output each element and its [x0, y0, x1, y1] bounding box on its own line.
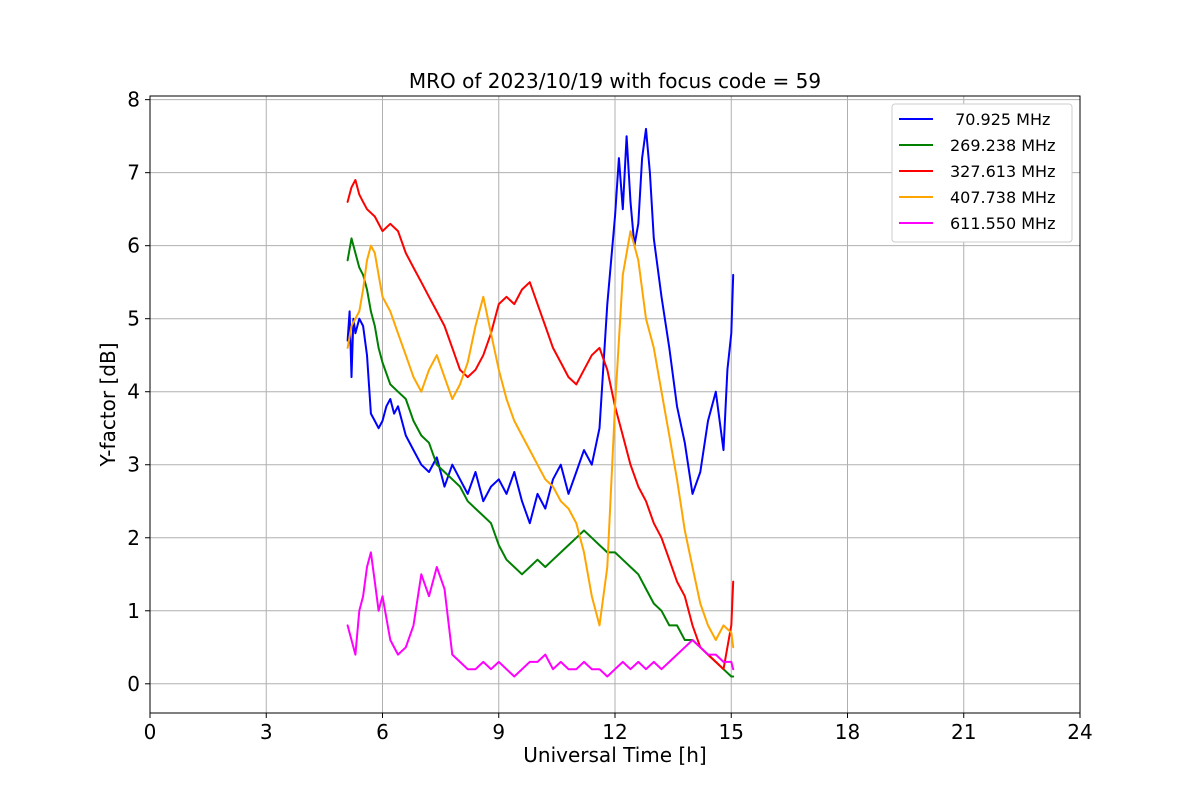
- x-tick-label: 12: [602, 720, 627, 744]
- series-line-1: [346, 237, 735, 678]
- legend-label: 70.925 MHz: [950, 110, 1050, 129]
- y-tick-label: 8: [127, 88, 140, 112]
- y-axis-label: Y-factor [dB]: [96, 342, 120, 467]
- legend-label: 611.550 MHz: [950, 214, 1055, 233]
- y-tick-label: 3: [127, 453, 140, 477]
- legend-label: 407.738 MHz: [950, 188, 1055, 207]
- y-tick-label: 2: [127, 526, 140, 550]
- x-tick-label: 15: [719, 720, 744, 744]
- x-axis-label: Universal Time [h]: [523, 743, 706, 767]
- x-tick-label: 3: [260, 720, 273, 744]
- legend-label: 269.238 MHz: [950, 136, 1055, 155]
- series-line-0: [346, 127, 735, 525]
- chart-title: MRO of 2023/10/19 with focus code = 59: [409, 69, 821, 93]
- y-tick-label: 6: [127, 234, 140, 258]
- y-tick-label: 7: [127, 161, 140, 185]
- y-tick-label: 0: [127, 672, 140, 696]
- x-tick-label: 6: [376, 720, 389, 744]
- series-lines: [346, 127, 735, 678]
- y-tick-label: 4: [127, 380, 140, 404]
- series-line-4: [346, 551, 735, 678]
- x-tick-label: 18: [835, 720, 860, 744]
- legend-label: 327.613 MHz: [950, 162, 1055, 181]
- y-tick-label: 1: [127, 599, 140, 623]
- legend-frame: [891, 103, 1073, 243]
- grid-lines: [150, 96, 1080, 713]
- x-tick-label: 21: [951, 720, 976, 744]
- x-tick-label: 9: [492, 720, 505, 744]
- y-tick-label: 5: [127, 307, 140, 331]
- legend: 70.925 MHz 269.238 MHz 327.613 MHz 407.738 …: [891, 103, 1073, 243]
- x-tick-label: 0: [144, 720, 157, 744]
- x-tick-label: 24: [1067, 720, 1092, 744]
- series-line-3: [346, 230, 735, 649]
- series-line-2: [346, 179, 735, 671]
